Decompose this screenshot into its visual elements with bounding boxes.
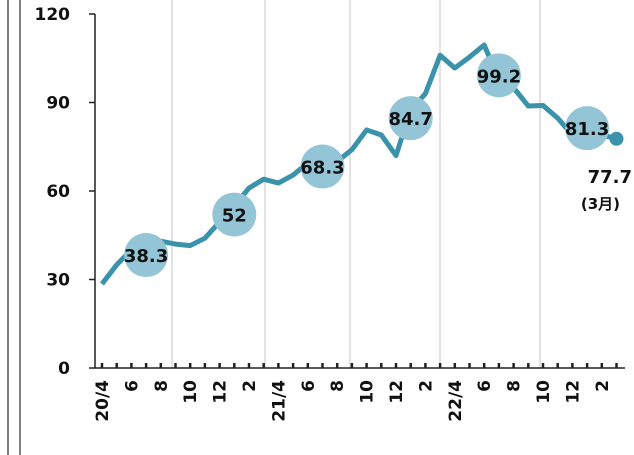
bubble (124, 233, 169, 278)
x-tick-label: 21/4 (269, 380, 289, 422)
end-point (609, 131, 624, 146)
y-tick-label: 90 (46, 94, 70, 114)
x-tick-label: 8 (152, 380, 172, 392)
x-tick-label: 20/4 (93, 380, 113, 422)
x-tick-label: 12 (211, 380, 231, 404)
bubble-label: 81.3 (565, 119, 609, 140)
bubble (388, 96, 433, 141)
y-tick-label: 60 (46, 182, 70, 202)
line (100, 42, 618, 286)
x-tick-label: 8 (328, 380, 348, 392)
x-tick-label: 2 (593, 380, 613, 392)
bubble-label: 52 (222, 206, 247, 227)
bubble-label: 99.2 (477, 66, 521, 87)
x-tick-label: 8 (505, 380, 525, 392)
separators (171, 0, 541, 368)
x-tick-label: 10 (534, 380, 554, 404)
x-tick-label: 6 (122, 380, 142, 392)
x-tick-label: 2 (240, 380, 260, 392)
bubble (212, 192, 257, 237)
value-label: 77.7 (588, 167, 632, 188)
y-tick-label: 0 (58, 359, 70, 379)
bubble-label: 38.3 (124, 246, 168, 267)
x-tick-label: 12 (387, 380, 407, 404)
y-tick-label: 30 (46, 271, 70, 291)
bubble (300, 144, 345, 189)
x-tick-label: 6 (475, 380, 495, 392)
bubble-label: 68.3 (300, 158, 344, 179)
x-tick-label: 12 (563, 380, 583, 404)
x-tick-label: 6 (299, 380, 319, 392)
x-tick-label: 2 (416, 380, 436, 392)
bubble-label: 84.7 (388, 109, 432, 130)
annotation: (3月) (581, 195, 620, 213)
x-tick-label: 10 (358, 380, 378, 404)
y-tick-label: 120 (35, 5, 71, 25)
bubble (565, 106, 610, 151)
x-tick-label: 10 (181, 380, 201, 404)
x-tick-label: 22/4 (446, 380, 466, 422)
bubble (476, 53, 521, 98)
